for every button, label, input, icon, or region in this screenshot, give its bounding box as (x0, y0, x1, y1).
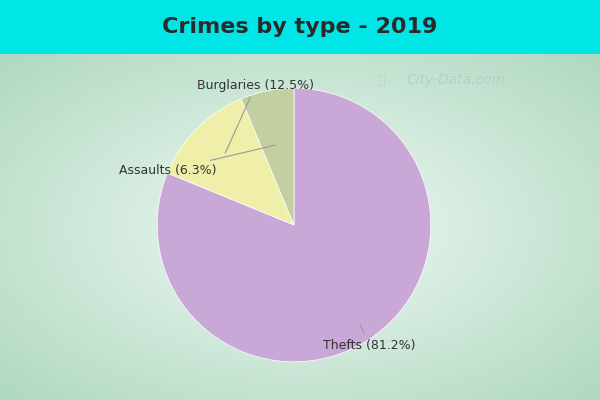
Text: Burglaries (12.5%): Burglaries (12.5%) (197, 79, 314, 153)
Text: Thefts (81.2%): Thefts (81.2%) (323, 324, 415, 352)
Text: City-Data.com: City-Data.com (407, 73, 505, 87)
Text: Crimes by type - 2019: Crimes by type - 2019 (163, 17, 437, 37)
Text: Assaults (6.3%): Assaults (6.3%) (119, 145, 275, 177)
Wedge shape (241, 88, 294, 225)
Wedge shape (157, 88, 431, 362)
Wedge shape (167, 99, 294, 225)
Text: ⦿: ⦿ (377, 74, 385, 86)
